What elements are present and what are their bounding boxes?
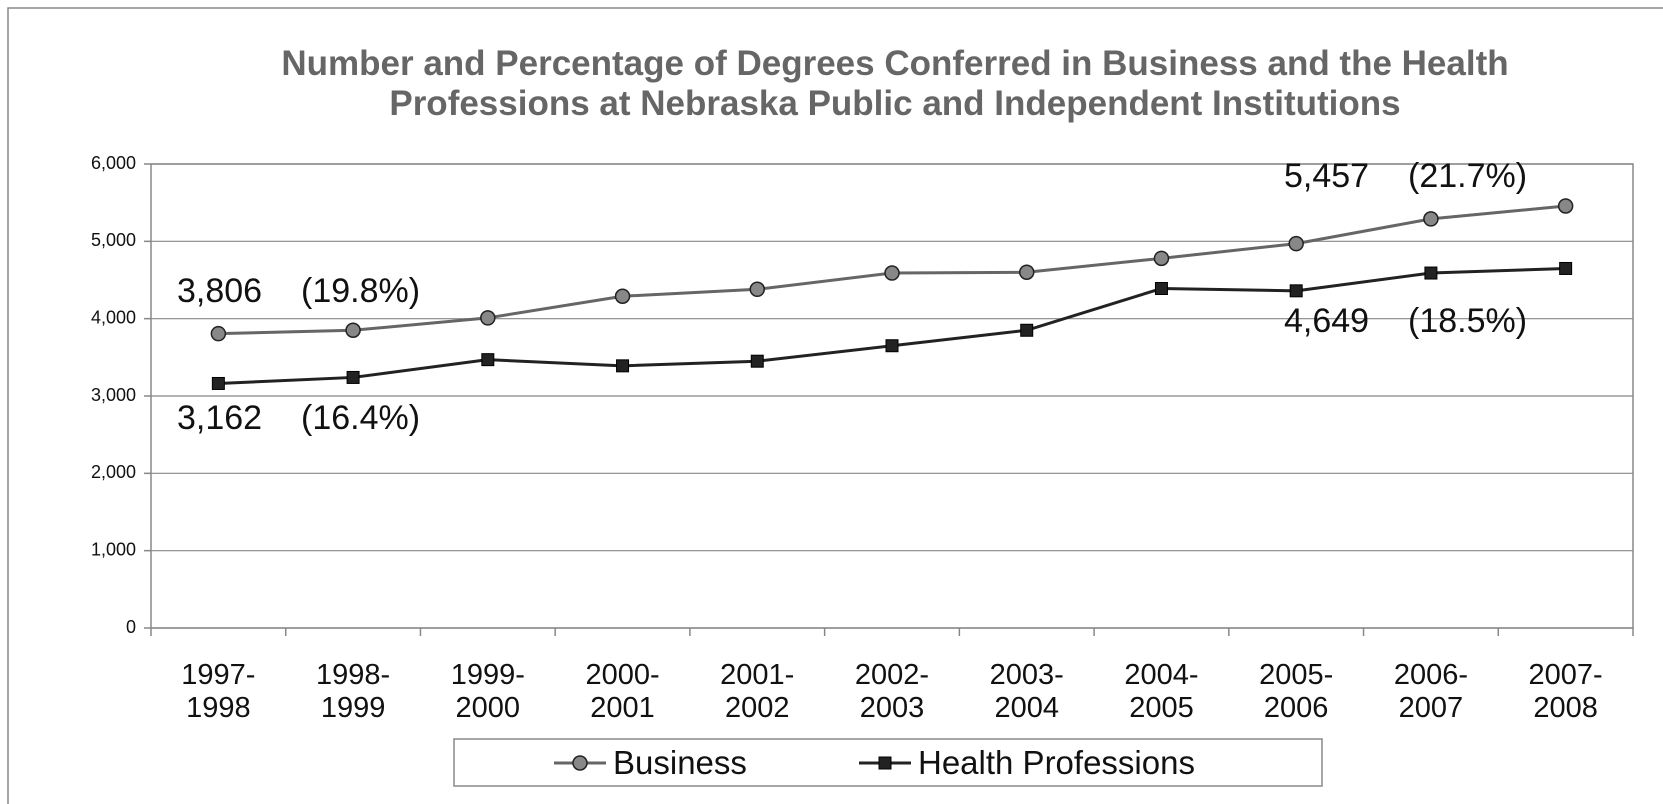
point — [614, 288, 631, 304]
point — [1557, 198, 1574, 214]
point — [345, 322, 361, 339]
point — [481, 353, 495, 367]
chart-frame — [7, 7, 1663, 804]
point — [1424, 266, 1438, 280]
point — [750, 354, 764, 368]
chart-title: Number and Percentage of Degrees Conferr… — [281, 44, 1509, 123]
point — [749, 281, 766, 298]
point — [1154, 282, 1168, 296]
point — [885, 339, 899, 353]
legend-label: Business — [613, 744, 747, 781]
value-label: 3,162 — [177, 399, 262, 437]
x-tick-label: 2007-2008 — [1528, 659, 1603, 724]
point — [1018, 264, 1035, 281]
x-tick-label: 2003-2004 — [989, 659, 1064, 724]
point — [1153, 250, 1170, 267]
x-tick-label: 2001-2002 — [720, 659, 795, 724]
legend-marker — [878, 756, 892, 770]
percent-label: (21.7%) — [1408, 157, 1527, 195]
x-tick-label: 2002-2003 — [854, 659, 930, 724]
y-tick-label: 4,000 — [91, 307, 136, 327]
y-tick-label: 6,000 — [91, 153, 136, 173]
point — [480, 310, 496, 326]
percent-label: (16.4%) — [301, 399, 420, 437]
point — [1289, 284, 1303, 298]
percent-label: (18.5%) — [1408, 302, 1527, 340]
point — [211, 376, 225, 390]
point — [1423, 211, 1439, 227]
y-tick-label: 1,000 — [91, 539, 136, 559]
x-tick-label: 1998-1999 — [315, 659, 391, 724]
point — [210, 325, 227, 342]
x-tick-label: 1997-1998 — [181, 659, 256, 724]
point — [1020, 323, 1034, 337]
legend-label: Health Professions — [918, 744, 1195, 781]
y-tick-label: 5,000 — [91, 230, 136, 250]
value-label: 5,457 — [1284, 157, 1369, 195]
x-tick-label: 2004-2005 — [1124, 659, 1199, 724]
point — [346, 370, 360, 384]
point — [1559, 261, 1573, 275]
x-tick-label: 2000-2001 — [585, 659, 660, 724]
x-tick-label: 2006-2007 — [1393, 659, 1468, 724]
y-tick-label: 2,000 — [91, 462, 136, 482]
value-label: 3,806 — [177, 272, 262, 310]
value-label: 4,649 — [1284, 302, 1369, 340]
legend-marker — [572, 755, 588, 771]
x-tick-label: 2005-2006 — [1259, 659, 1334, 724]
percent-label: (19.8%) — [301, 272, 420, 310]
y-tick-label: 3,000 — [91, 385, 136, 405]
y-tick-label: 0 — [126, 617, 136, 637]
x-tick-label: 1999-2000 — [450, 659, 525, 724]
point — [884, 265, 900, 281]
point — [1288, 235, 1304, 252]
point — [616, 359, 630, 373]
